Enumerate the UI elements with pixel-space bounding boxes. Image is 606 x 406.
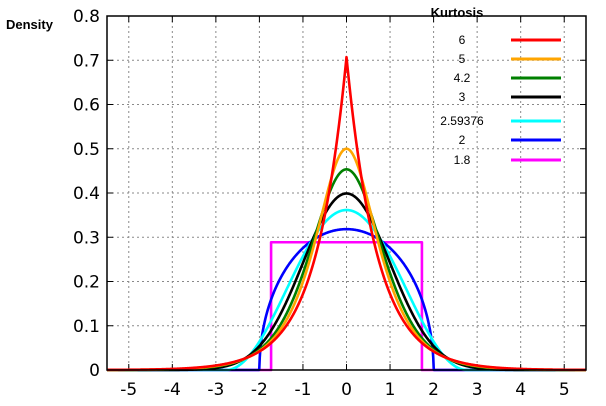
- legend-label: 5: [459, 52, 466, 66]
- legend: Kurtosis 6 5 4.2 3 2.59376 2 1.8: [431, 5, 561, 167]
- y-tick-label: 0.4: [73, 184, 100, 204]
- y-tick-label: 0: [89, 361, 100, 381]
- y-tick-labels: 0 0.1 0.2 0.3 0.4 0.5 0.6 0.7 0.8: [73, 7, 100, 381]
- series-line-6: [106, 55, 587, 372]
- x-tick-label: -4: [164, 380, 181, 400]
- y-tick-label: 0.3: [73, 228, 100, 248]
- legend-label: 4.2: [454, 71, 471, 85]
- x-tick-label: 4: [515, 380, 526, 400]
- y-tick-label: 0.5: [73, 140, 100, 160]
- series-line-4.2: [106, 168, 587, 372]
- x-tick-labels: -5 -4 -3 -2 -1 0 1 2 3 4 5: [120, 380, 569, 400]
- x-tick-label: 3: [472, 380, 483, 400]
- x-tick-label: -5: [120, 380, 137, 400]
- y-tick-label: 0.7: [73, 51, 100, 71]
- legend-label: 3: [459, 90, 466, 104]
- y-tick-label: 0.1: [73, 317, 100, 337]
- legend-label: 2: [459, 133, 466, 147]
- x-tick-label: -2: [251, 380, 268, 400]
- x-tick-label: 1: [385, 380, 396, 400]
- x-tick-label: 2: [428, 380, 439, 400]
- x-tick-label: 0: [341, 380, 352, 400]
- y-tick-label: 0.6: [73, 96, 100, 116]
- grid-lines: [107, 15, 586, 371]
- x-tick-label: -1: [294, 380, 311, 400]
- y-tick-label: 0.8: [73, 7, 100, 27]
- legend-title: Kurtosis: [431, 5, 484, 20]
- legend-label: 6: [459, 33, 466, 47]
- legend-label: 2.59376: [440, 114, 484, 128]
- y-axis-label: Density: [6, 17, 54, 32]
- plot-frame: [106, 15, 587, 371]
- series-line-2: [106, 227, 587, 372]
- x-tick-label: -3: [207, 380, 224, 400]
- y-tick-label: 0.2: [73, 273, 100, 293]
- x-tick-label: 5: [559, 380, 570, 400]
- legend-label: 1.8: [454, 153, 471, 167]
